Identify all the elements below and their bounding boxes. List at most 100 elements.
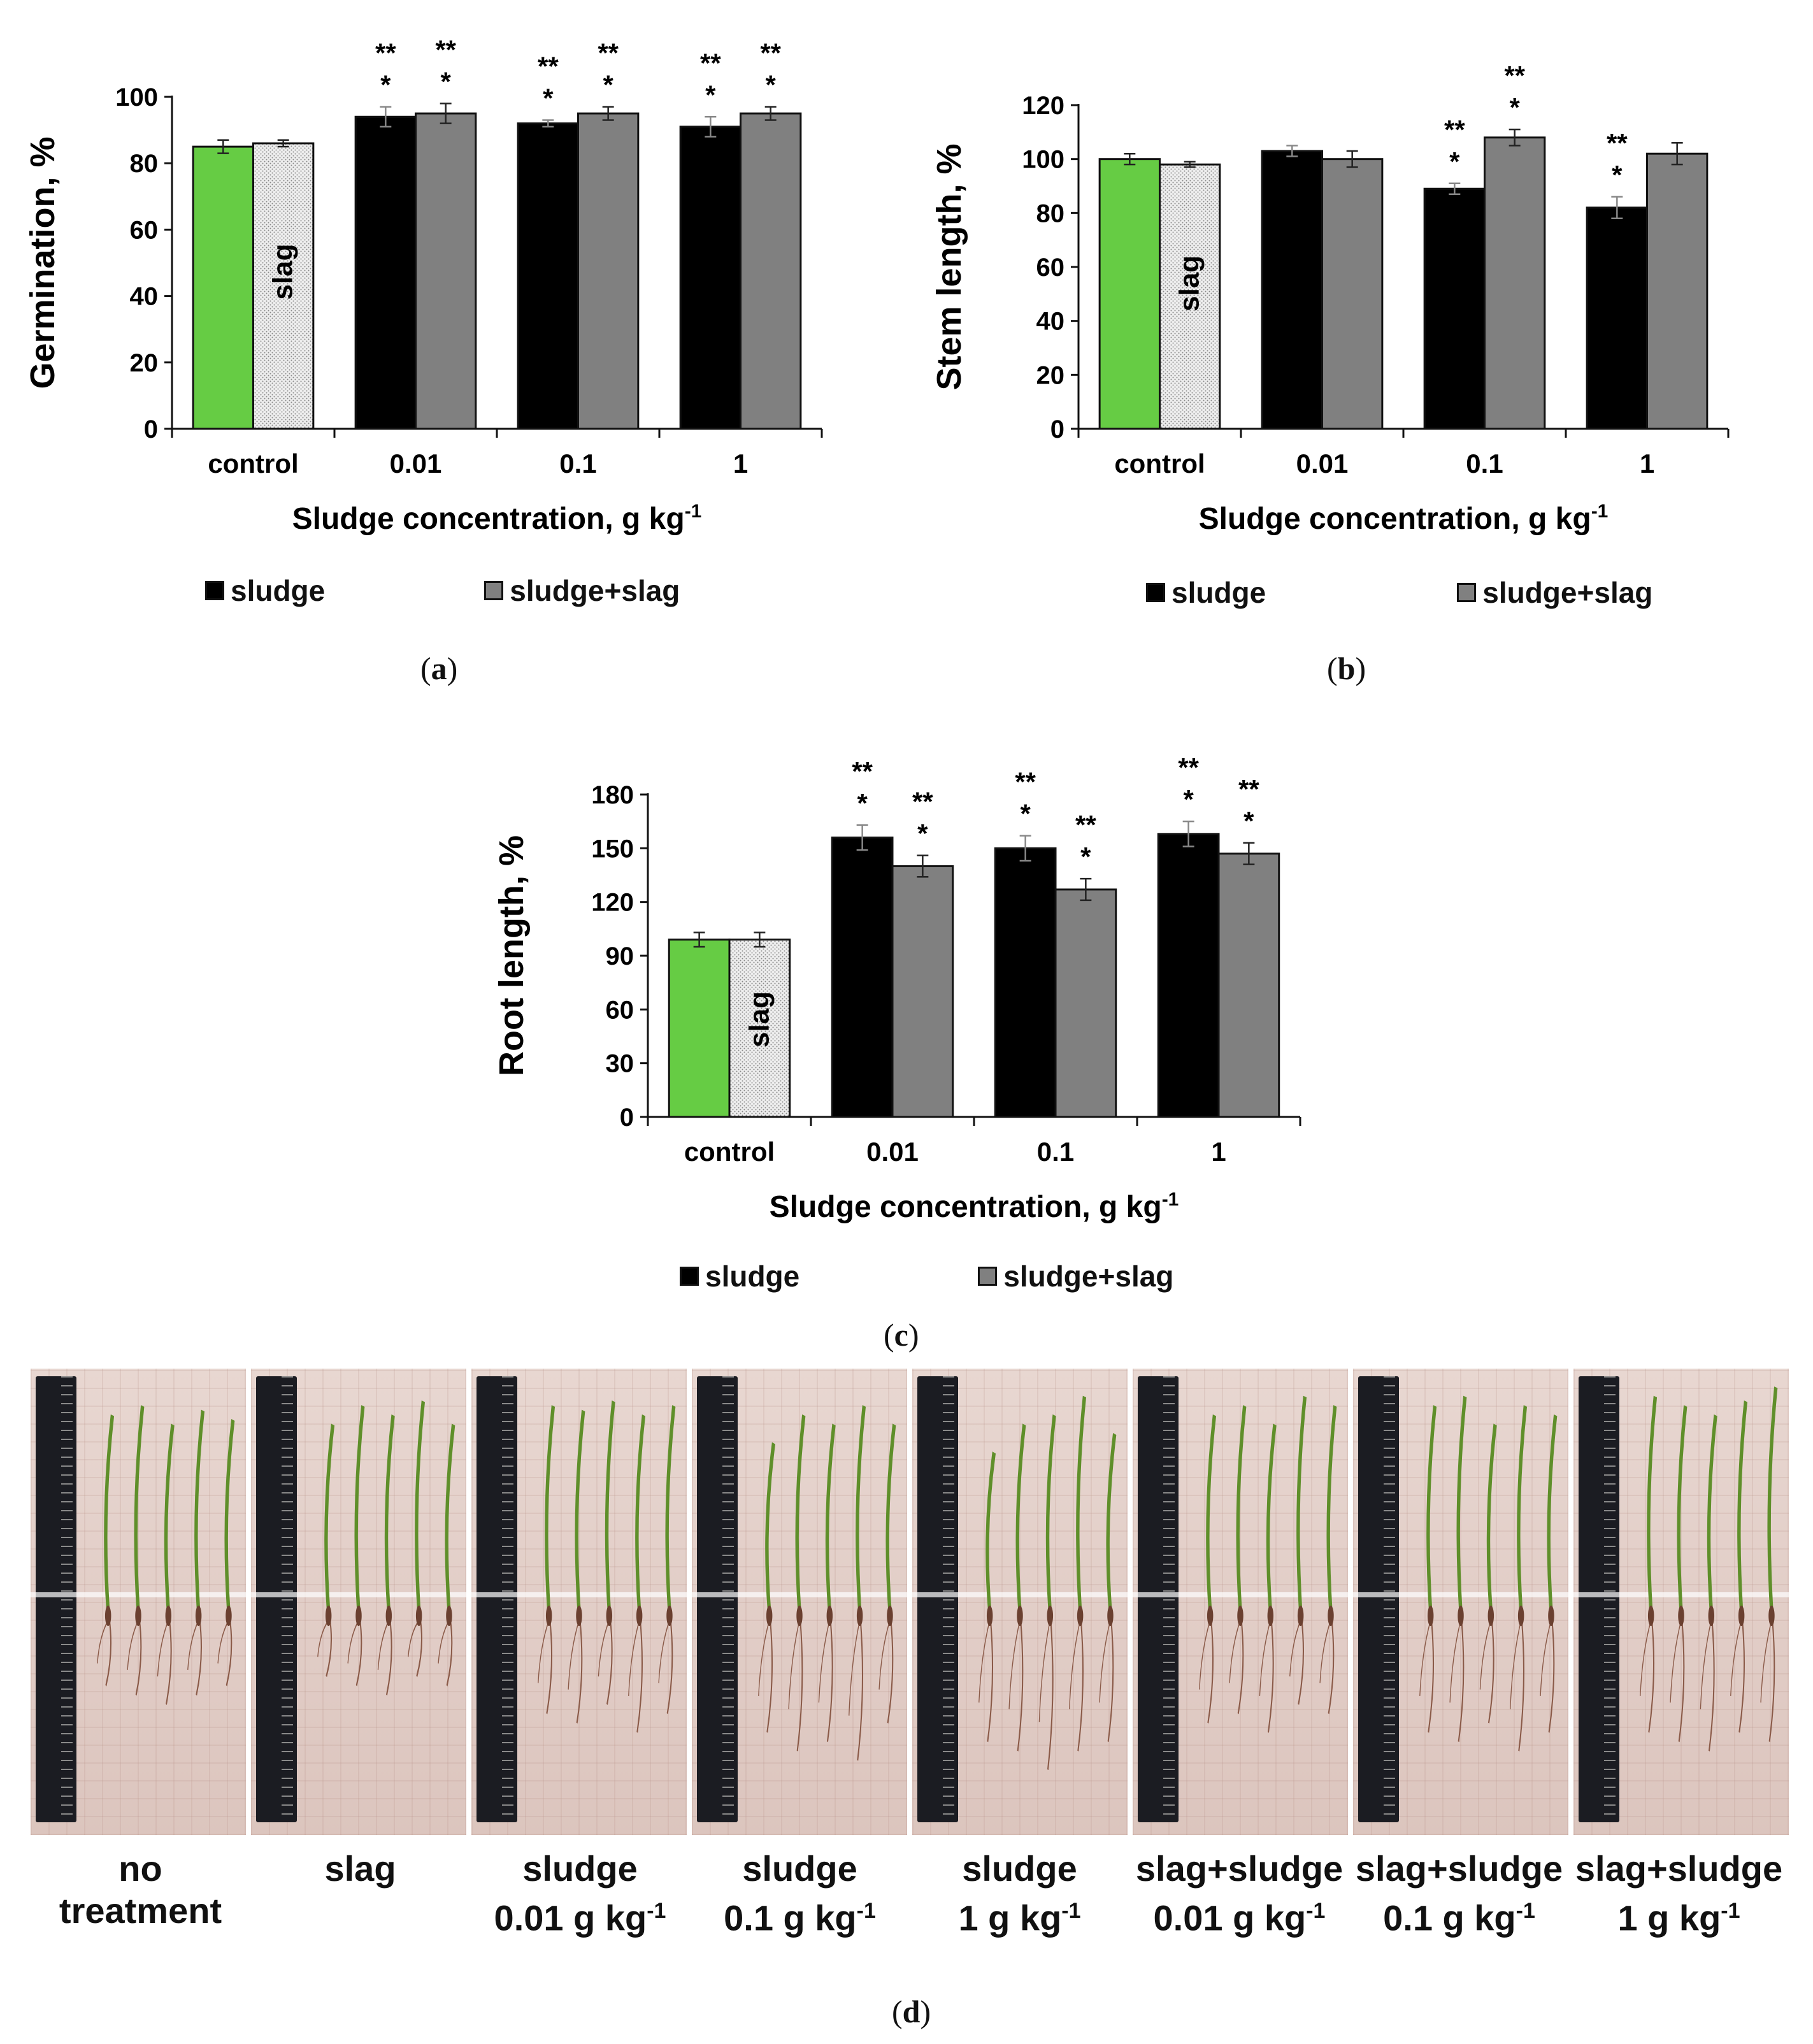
seedling-root <box>1038 1620 1050 1722</box>
y-tick-label: 20 <box>130 349 159 377</box>
seed <box>355 1605 362 1627</box>
seedling-root <box>788 1620 800 1709</box>
seedlings <box>758 1405 896 1761</box>
x-axis-label: Sludge concentration, g kg-1 <box>1199 501 1609 536</box>
bar-sludge-slag <box>740 112 802 430</box>
seedling-root <box>849 1620 861 1716</box>
seedling-stem <box>134 1405 145 1612</box>
y-tick-label: 60 <box>1036 254 1065 282</box>
seedling-root <box>1229 1620 1241 1683</box>
seedling-root <box>628 1620 640 1697</box>
y-tick-label: 40 <box>1036 308 1065 336</box>
ruler <box>1579 1376 1619 1822</box>
seed <box>1237 1605 1243 1627</box>
significance-double-star: ** <box>1075 810 1096 840</box>
seedling-root <box>1510 1620 1522 1709</box>
bar-slag <box>1159 163 1221 430</box>
seedling-root <box>766 1611 773 1733</box>
significance-star: * <box>1243 806 1254 836</box>
seedling-root <box>1518 1611 1524 1752</box>
seedling-root <box>1449 1620 1461 1703</box>
legend-label-sludge-slag: sludge+slag <box>1003 1260 1174 1293</box>
x-tick-label: 1 <box>733 449 748 479</box>
slag-bar-label: slag <box>268 244 299 300</box>
seedling-root <box>576 1611 583 1724</box>
seedling-photo <box>251 1369 466 1835</box>
seedlings <box>97 1405 235 1705</box>
seedling-photo <box>1353 1369 1568 1835</box>
bar-sludge-slag <box>1217 853 1280 1118</box>
seedling-root <box>347 1620 359 1664</box>
legend-label-sludge-slag: sludge+slag <box>510 574 680 607</box>
seedling-root <box>1760 1620 1772 1703</box>
seedling-stem <box>575 1409 585 1612</box>
y-tick-label: 80 <box>1036 199 1065 227</box>
seedling-stem <box>1767 1386 1778 1612</box>
seedling-root <box>887 1611 894 1724</box>
x-tick-label: 0.01 <box>1296 449 1349 479</box>
seedling-stem <box>1236 1405 1247 1612</box>
photo-label-line2: 0.1 g kg-1 <box>724 1897 876 1938</box>
y-tick-label: 40 <box>130 283 159 311</box>
significance-double-star: ** <box>1238 774 1259 804</box>
legend-swatch-sludge <box>1146 583 1165 602</box>
photo-labels: no treatment slag sludge 0.01 g kg-1 sludge 0.… <box>31 1848 1789 1962</box>
seedling-root <box>1259 1620 1271 1697</box>
seedling-root <box>1319 1620 1331 1683</box>
seedling-photo <box>692 1369 907 1835</box>
chart-panel-a: 0 20 40 60 80 100 slag control * ** * ** 0.01 * ** * ** 0… <box>0 0 906 707</box>
seedling-root <box>187 1620 199 1671</box>
seedling-stem <box>795 1414 806 1612</box>
photo-label-line2: 1 g kg-1 <box>958 1897 1081 1938</box>
seedlings <box>1199 1395 1337 1733</box>
seed <box>1768 1605 1775 1627</box>
significance-star: * <box>603 70 613 100</box>
seedling-root <box>1548 1611 1555 1733</box>
significance-double-star: ** <box>598 38 619 68</box>
legend-label-sludge: sludge <box>1172 576 1266 609</box>
seedling-root <box>1458 1611 1465 1743</box>
seed <box>856 1605 863 1627</box>
photo-label-line1: sludge <box>962 1848 1077 1889</box>
y-tick-label: 80 <box>130 150 159 178</box>
x-tick-label: control <box>1114 449 1205 479</box>
caption-b: (b) <box>1327 651 1366 686</box>
seedling-root <box>127 1620 139 1671</box>
x-tick-label: 0.1 <box>1037 1137 1074 1167</box>
ruler <box>1358 1376 1399 1822</box>
significance-star: * <box>1449 147 1460 176</box>
seedling-photo <box>912 1369 1128 1835</box>
legend-swatch-sludge-slag <box>978 1267 998 1286</box>
y-tick-label: 150 <box>591 835 634 863</box>
seed <box>1678 1605 1684 1627</box>
significance-double-star: ** <box>1015 767 1036 797</box>
bar-sludge-slag <box>1646 152 1709 430</box>
chart-panel-c: 0 30 60 90 120 150 180 slag control * ** * ** 0.01 * **… <box>453 707 1359 1370</box>
seedling-stem <box>1206 1414 1217 1612</box>
photo-label: sludge 0.1 g kg-1 <box>724 1848 876 1940</box>
seedling-stem <box>384 1414 395 1612</box>
seedling-root <box>1738 1611 1745 1733</box>
seedling-root <box>97 1620 109 1664</box>
significance-star: * <box>765 70 776 100</box>
seed <box>195 1605 202 1627</box>
seedling-stem <box>1547 1414 1558 1612</box>
seedling-stem <box>1106 1432 1117 1612</box>
seedling-root <box>857 1611 863 1761</box>
bar-control <box>668 939 731 1118</box>
bar-sludge <box>1157 833 1220 1118</box>
seed <box>1427 1605 1434 1627</box>
seedling-root <box>568 1620 580 1690</box>
seedling-stem <box>224 1419 235 1612</box>
seedling-root <box>1069 1620 1081 1709</box>
seed <box>165 1605 172 1627</box>
seed <box>826 1605 833 1627</box>
seedling-stem <box>1486 1423 1497 1612</box>
ruler <box>477 1376 517 1822</box>
x-axis-label: Sludge concentration, g kg-1 <box>292 501 702 536</box>
seedling-root <box>1428 1611 1435 1733</box>
significance-star: * <box>1509 92 1520 122</box>
photo-label-line2: 0.01 g kg-1 <box>494 1897 666 1938</box>
significance-double-star: ** <box>700 48 721 78</box>
photo-label-line1: sludge <box>742 1848 857 1889</box>
